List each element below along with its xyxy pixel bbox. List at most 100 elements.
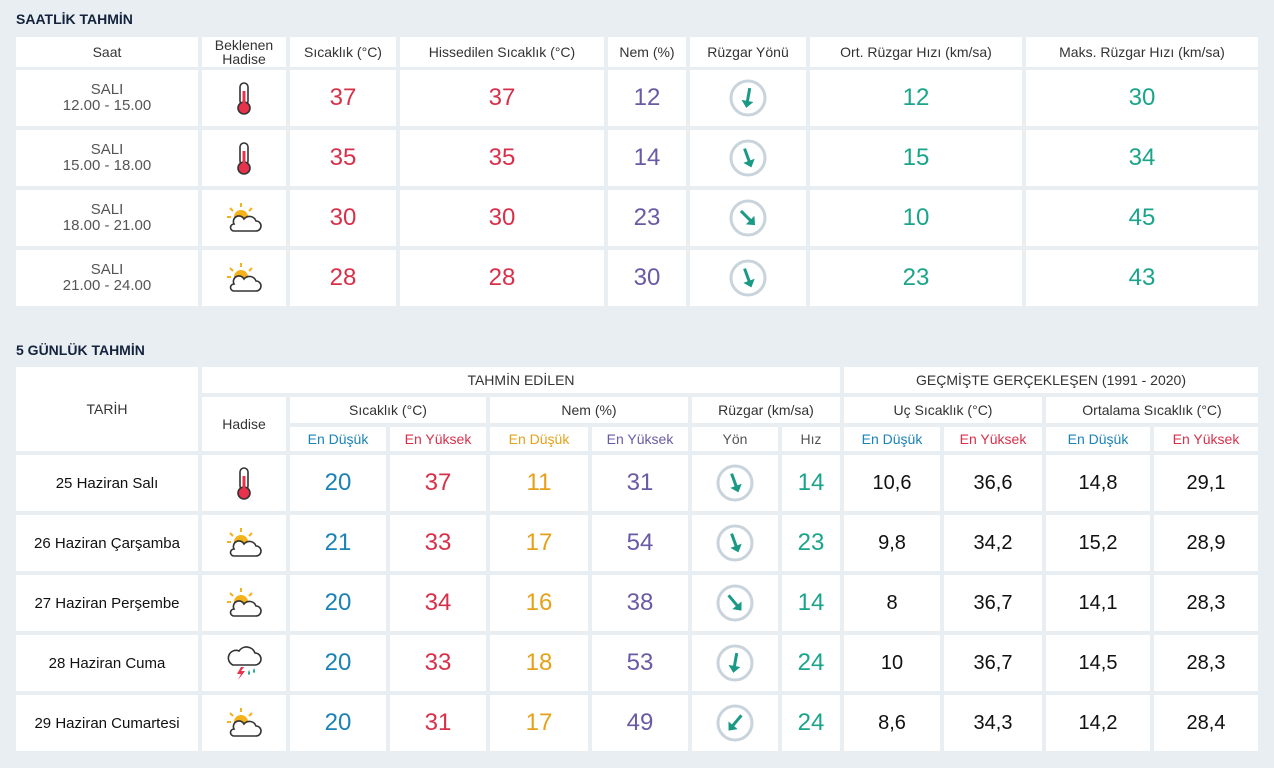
sub-header: En Yüksek [944,427,1042,451]
extreme-min: 8,6 [844,695,940,751]
humidity: 23 [608,190,686,246]
group-header: Uç Sıcaklık (°C) [844,397,1042,423]
date: 28 Haziran Cuma [16,635,198,691]
wind-avg: 12 [810,70,1022,126]
extreme-max: 34,2 [944,515,1042,571]
wind-speed: 14 [782,455,840,511]
hum-max: 31 [592,455,688,511]
event-header: Hadise [202,397,286,451]
avg-max: 28,3 [1154,575,1258,631]
extreme-max: 36,7 [944,635,1042,691]
day: SALI [90,141,124,158]
extreme-max: 34,3 [944,695,1042,751]
sub-header: Hız [782,427,840,451]
temp-max: 34 [390,575,486,631]
wind-direction [690,190,806,246]
icon [227,263,262,292]
time: 21.00 - 24.00 [62,277,152,294]
section-title: 5 GÜNLÜK TAHMİN [16,342,145,358]
temp-max: 33 [390,515,486,571]
event-cell [202,635,286,691]
wind-avg: 10 [810,190,1022,246]
hum-min: 17 [490,515,588,571]
icon [237,142,251,175]
wind-max: 34 [1026,130,1258,186]
event-cell [202,695,286,751]
sub-header: En Düşük [844,427,940,451]
wind-direction [692,455,778,511]
wind-speed: 24 [782,695,840,751]
temperature: 37 [290,70,396,126]
icon [716,644,754,682]
sub-header: En Düşük [490,427,588,451]
icon [237,82,251,115]
temp-max: 33 [390,635,486,691]
feels-like: 35 [400,130,604,186]
date: 25 Haziran Salı [16,455,198,511]
icon [227,528,262,557]
icon [716,464,754,502]
event-cell [202,70,286,126]
hum-max: 49 [592,695,688,751]
temp-max: 37 [390,455,486,511]
icon [227,708,262,737]
icon [237,467,251,500]
time-cell: SALI 15.00 - 18.00 [16,130,198,186]
avg-max: 28,3 [1154,635,1258,691]
temperature: 30 [290,190,396,246]
event-cell [202,130,286,186]
avg-min: 14,8 [1046,455,1150,511]
event-cell [202,190,286,246]
humidity: 14 [608,130,686,186]
wind-direction [692,515,778,571]
group-header: Nem (%) [490,397,688,423]
icon [729,79,767,117]
temp-min: 20 [290,635,386,691]
icon [729,259,767,297]
hum-max: 38 [592,575,688,631]
feels-like: 37 [400,70,604,126]
column-header: Maks. Rüzgar Hızı (km/sa) [1026,37,1258,67]
wind-speed: 23 [782,515,840,571]
sub-header: En Yüksek [390,427,486,451]
time-cell: SALI 21.00 - 24.00 [16,250,198,306]
extreme-min: 10,6 [844,455,940,511]
avg-min: 14,5 [1046,635,1150,691]
group-header: Sıcaklık (°C) [290,397,486,423]
event-cell [202,250,286,306]
icon [729,139,767,177]
sub-header: En Düşük [290,427,386,451]
wind-speed: 24 [782,635,840,691]
avg-min: 15,2 [1046,515,1150,571]
feels-like: 30 [400,190,604,246]
sub-header: En Yüksek [592,427,688,451]
time: 12.00 - 15.00 [62,97,152,114]
extreme-min: 10 [844,635,940,691]
icon [227,588,262,617]
sub-header: Yön [692,427,778,451]
hum-max: 54 [592,515,688,571]
wind-direction [690,130,806,186]
icon [716,524,754,562]
section-title: SAATLİK TAHMİN [16,11,133,27]
sub-header: En Düşük [1046,427,1150,451]
temp-min: 21 [290,515,386,571]
wind-direction [692,635,778,691]
column-header: Rüzgar Yönü [690,37,806,67]
wind-max: 30 [1026,70,1258,126]
avg-min: 14,1 [1046,575,1150,631]
day: SALI [90,81,124,98]
temp-min: 20 [290,575,386,631]
time-cell: SALI 18.00 - 21.00 [16,190,198,246]
feels-like: 28 [400,250,604,306]
time: 15.00 - 18.00 [62,157,152,174]
column-header: Ort. Rüzgar Hızı (km/sa) [810,37,1022,67]
date: 27 Haziran Perşembe [16,575,198,631]
wind-avg: 15 [810,130,1022,186]
extreme-min: 9,8 [844,515,940,571]
forecast-header: TAHMİN EDİLEN [202,367,840,393]
group-header: Rüzgar (km/sa) [692,397,840,423]
wind-avg: 23 [810,250,1022,306]
history-header: GEÇMİŞTE GERÇEKLEŞEN (1991 - 2020) [844,367,1258,393]
